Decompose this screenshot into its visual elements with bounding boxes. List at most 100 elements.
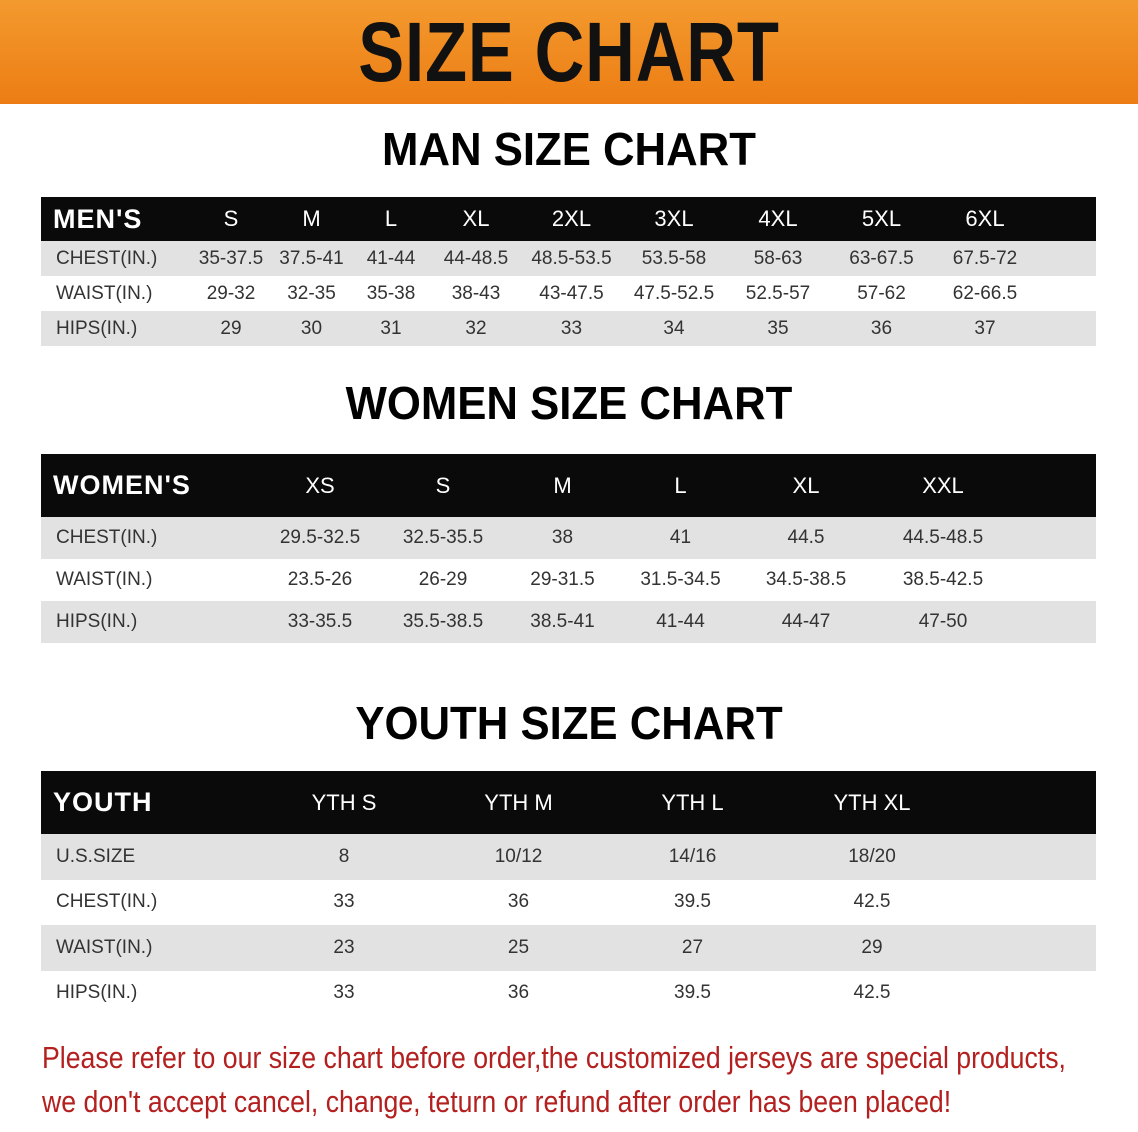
table-cell: 41 [669, 527, 692, 548]
table-cell: 38.5-42.5 [902, 569, 984, 590]
size-header-cell: XS [305, 472, 335, 498]
table-row: WAIST(IN.) 29-32 32-35 35-38 38-43 43-47.5 47.… [41, 276, 1096, 311]
table-cell: 32 [465, 317, 487, 339]
size-header-cell: 6XL [965, 206, 1005, 231]
size-header-cell: S [435, 472, 451, 498]
title-banner: SIZE CHART [0, 0, 1138, 104]
table-cell: 58-63 [753, 247, 803, 269]
table-row: WAIST(IN.) 23.5-26 26-29 29-31.5 31.5-34.5 34… [41, 559, 1096, 601]
table-cell: 39.5 [674, 982, 711, 1004]
table-cell: 42.5 [853, 982, 891, 1004]
row-label: WAIST(IN.) [56, 569, 153, 590]
table-cell: 39.5 [674, 891, 711, 913]
table-cell: 29-32 [206, 282, 256, 304]
table-cell: 14/16 [668, 845, 717, 867]
table-cell: 44-48.5 [443, 247, 509, 269]
size-header-cell: 2XL [551, 206, 592, 231]
table-header-row: WOMEN'S XS S M L XL XXL [41, 454, 1096, 517]
table-cell: 44.5-48.5 [902, 527, 984, 548]
size-header-cell: XL [792, 472, 820, 498]
row-label: WAIST(IN.) [56, 282, 153, 304]
table-cell: 34 [663, 317, 685, 339]
table-cell: 35-38 [366, 282, 416, 304]
table-row: CHEST(IN.) 35-37.5 37.5-41 41-44 44-48.5 48.5… [41, 241, 1096, 276]
table-cell: 37.5-41 [279, 247, 344, 269]
row-label: U.S.SIZE [56, 845, 136, 867]
table-cell: 35-37.5 [198, 247, 264, 269]
table-cell: 53.5-58 [641, 247, 707, 269]
table-row: CHEST(IN.) 29.5-32.5 32.5-35.5 38 41 44.5 44.5… [41, 517, 1096, 559]
table-cell: 8 [338, 845, 350, 867]
table-cell: 42.5 [853, 891, 891, 913]
size-header-cell: YTH XL [833, 789, 911, 815]
table-cell: 34.5-38.5 [765, 569, 847, 590]
table-cell: 25 [507, 936, 530, 958]
table-cell: 41-44 [656, 611, 705, 632]
table-cell: 33 [560, 317, 583, 339]
women-section-title: WOMEN SIZE CHART [345, 377, 793, 429]
table-cell: 33 [333, 982, 355, 1004]
size-header-cell: XL [462, 206, 490, 231]
row-label: CHEST(IN.) [56, 247, 158, 269]
table-cell: 38.5-41 [530, 611, 595, 632]
table-cell: 29.5-32.5 [279, 527, 361, 548]
table-cell: 38 [551, 527, 574, 548]
size-header-cell: S [223, 206, 239, 231]
size-header-cell: L [384, 206, 398, 231]
table-cell: 27 [681, 936, 704, 958]
table-cell: 33 [333, 891, 355, 913]
table-cell: 33-35.5 [287, 611, 353, 632]
row-label: CHEST(IN.) [56, 891, 158, 913]
table-cell: 32.5-35.5 [402, 527, 484, 548]
notice-line: we don't accept cancel, change, teturn o… [42, 1084, 952, 1119]
table-cell: 35.5-38.5 [402, 611, 484, 632]
row-label: HIPS(IN.) [56, 317, 138, 339]
size-header-cell: YTH M [484, 789, 553, 815]
row-label: WAIST(IN.) [56, 936, 153, 958]
table-cell: 67.5-72 [952, 247, 1018, 269]
table-cell: 41-44 [366, 247, 416, 269]
table-row: WAIST(IN.) 23 25 27 29 [41, 925, 1096, 971]
table-cell: 35 [767, 317, 789, 339]
size-header-cell: 4XL [758, 206, 798, 231]
size-header-cell: YTH L [661, 789, 724, 815]
page-title: SIZE CHART [358, 5, 780, 99]
table-row: HIPS(IN.) 29 30 31 32 33 34 35 36 37 [41, 311, 1096, 346]
table-row: U.S.SIZE 8 10/12 14/16 18/20 [41, 834, 1096, 880]
table-cell: 31.5-34.5 [640, 569, 721, 590]
table-cell: 31 [380, 317, 402, 339]
table-cell: 29-31.5 [530, 569, 595, 590]
table-cell: 26-29 [418, 569, 468, 590]
table-cell: 47-50 [918, 611, 968, 632]
table-cell: 62-66.5 [952, 282, 1018, 304]
size-header-cell: XXL [922, 472, 964, 498]
table-cell: 10/12 [494, 845, 543, 867]
row-label: HIPS(IN.) [56, 982, 138, 1004]
row-label: HIPS(IN.) [56, 611, 138, 632]
table-title-cell: MEN'S [53, 203, 143, 234]
size-header-cell: M [553, 472, 572, 498]
table-title-cell: WOMEN'S [53, 470, 191, 500]
table-header-row: MEN'S S M L XL 2XL 3XL 4XL 5XL 6XL [41, 197, 1096, 241]
table-cell: 36 [870, 317, 893, 339]
men-section-title: MAN SIZE CHART [382, 123, 756, 175]
table-row: HIPS(IN.) 33-35.5 35.5-38.5 38.5-41 41-44 44-… [41, 601, 1096, 643]
table-cell: 23 [333, 936, 355, 958]
table-cell: 38-43 [451, 282, 501, 304]
table-cell: 29 [861, 936, 883, 958]
table-cell: 47.5-52.5 [633, 282, 715, 304]
table-cell: 30 [300, 317, 323, 339]
women-size-table: WOMEN'S XS S M L XL XXL CHEST(IN.) 29.5-32.5 32.5… [41, 454, 1096, 643]
table-cell: 37 [974, 317, 996, 339]
table-title-cell: YOUTH [53, 787, 153, 817]
table-cell: 18/20 [848, 845, 896, 867]
youth-size-table: YOUTH YTH S YTH M YTH L YTH XL U.S.SIZE 8 10/12… [41, 771, 1096, 1016]
size-header-cell: YTH S [311, 789, 377, 815]
table-cell: 36 [507, 891, 530, 913]
table-cell: 36 [507, 982, 530, 1004]
table-cell: 63-67.5 [849, 247, 914, 269]
order-notice: Please refer to our size chart before or… [42, 1036, 1134, 1124]
size-header-cell: 5XL [861, 206, 902, 231]
table-row: CHEST(IN.) 33 36 39.5 42.5 [41, 879, 1096, 925]
size-header-cell: L [674, 472, 687, 498]
